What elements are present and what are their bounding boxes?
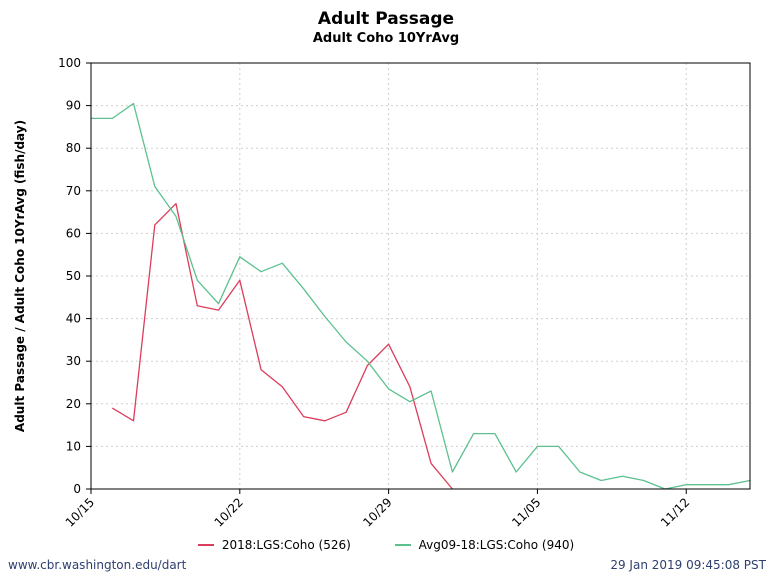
y-axis-label: Adult Passage / Adult Coho 10YrAvg (fish… <box>13 120 27 432</box>
legend-item-2018: 2018:LGS:Coho (526) <box>197 538 351 552</box>
grid-lines <box>91 63 750 489</box>
series-line-1 <box>91 102 751 490</box>
legend-swatch-avg <box>394 544 411 546</box>
x-axis-ticks: 10/15 10/22 10/29 11/05 11/12 <box>63 489 692 530</box>
y-tick-label: 0 <box>73 482 81 496</box>
source-link[interactable]: www.cbr.washington.edu/dart <box>8 558 187 572</box>
y-tick-label: 60 <box>66 226 81 240</box>
x-tick-label: 11/05 <box>509 495 543 529</box>
series-layer <box>91 102 751 490</box>
x-tick-label: 10/22 <box>212 495 246 529</box>
legend-item-avg: Avg09-18:LGS:Coho (940) <box>394 538 575 552</box>
x-tick-label: 10/15 <box>63 495 97 529</box>
plot-frame <box>90 62 751 490</box>
x-tick-label: 10/29 <box>360 495 394 529</box>
x-tick-label: 11/12 <box>658 495 692 529</box>
y-tick-label: 100 <box>58 56 81 70</box>
chart-subtitle: Adult Coho 10YrAvg <box>312 31 460 46</box>
y-tick-label: 30 <box>66 354 81 368</box>
timestamp: 29 Jan 2019 09:45:08 PST <box>610 558 766 572</box>
legend-label-avg: Avg09-18:LGS:Coho (940) <box>418 538 575 552</box>
y-tick-label: 20 <box>66 397 81 411</box>
y-tick-label: 40 <box>66 312 81 326</box>
y-tick-label: 90 <box>66 99 81 113</box>
chart-title: Adult Passage <box>317 9 455 29</box>
legend-label-2018: 2018:LGS:Coho (526) <box>221 538 351 552</box>
y-axis-ticks: 0 10 20 30 40 50 60 70 80 90 100 <box>58 56 91 496</box>
series-line-0 <box>111 202 453 490</box>
legend: 2018:LGS:Coho (526) Avg09-18:LGS:Coho (9… <box>0 535 772 552</box>
y-tick-label: 50 <box>66 269 81 283</box>
y-tick-label: 70 <box>66 184 81 198</box>
y-tick-label: 80 <box>66 141 81 155</box>
legend-swatch-2018 <box>197 544 214 546</box>
y-tick-label: 10 <box>66 439 81 453</box>
line-chart: 0 10 20 30 40 50 60 70 80 90 100 10/15 10/22 10/29 11… <box>13 56 751 530</box>
